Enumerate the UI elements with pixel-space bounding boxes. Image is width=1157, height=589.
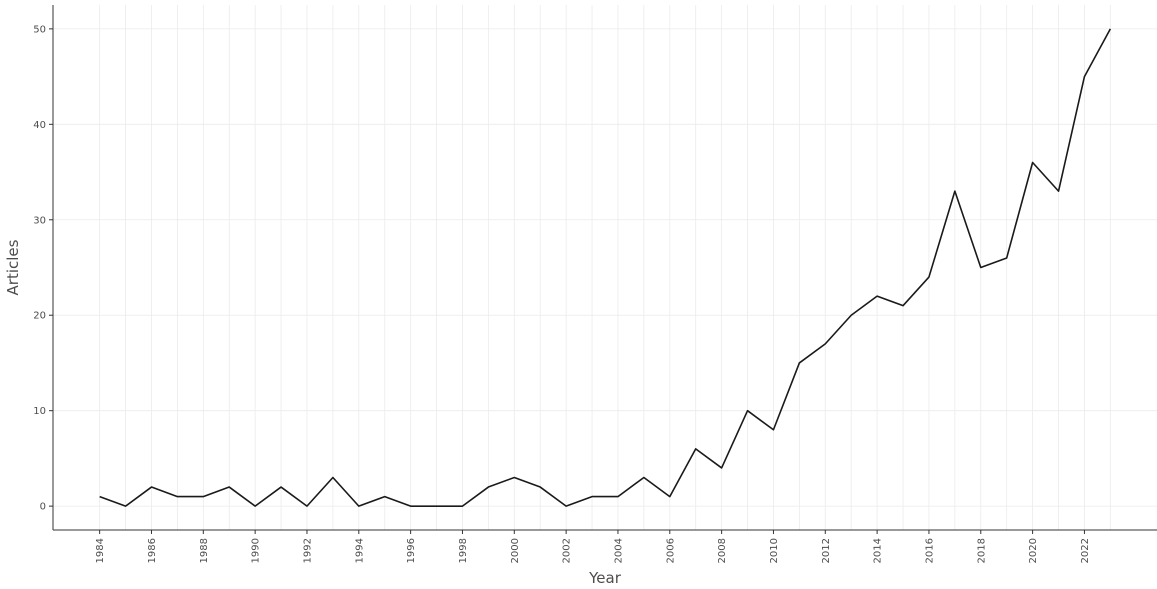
x-axis-ticks: 1984 1986 1988 1990 1992 1994 1996 1998 2000 2002… xyxy=(95,530,1091,563)
x-tick-label: 2018 xyxy=(976,538,987,563)
y-tick-label: 50 xyxy=(33,24,46,35)
series-group xyxy=(99,28,1112,507)
y-axis-title: Articles xyxy=(4,239,22,295)
x-tick-label: 2008 xyxy=(717,538,728,563)
x-axis-title: Year xyxy=(588,569,622,587)
x-tick-label: 2002 xyxy=(562,538,573,563)
x-tick-label: 2004 xyxy=(613,538,624,563)
x-tick-label: 1996 xyxy=(406,538,417,563)
x-tick-label: 1998 xyxy=(458,538,469,563)
x-tick-label: 2010 xyxy=(769,538,780,563)
y-tick-label: 10 xyxy=(33,406,46,417)
x-tick-label: 1988 xyxy=(199,538,210,563)
x-tick-label: 2016 xyxy=(924,538,935,563)
y-tick-label: 0 xyxy=(40,502,46,513)
x-tick-label: 2012 xyxy=(821,538,832,563)
y-tick-label: 20 xyxy=(33,311,46,322)
x-tick-label: 2000 xyxy=(510,538,521,563)
y-tick-label: 30 xyxy=(33,215,46,226)
y-axis-ticks: 0 10 20 30 40 50 xyxy=(33,24,53,513)
x-tick-label: 2020 xyxy=(1028,538,1039,563)
x-tick-label: 2006 xyxy=(665,538,676,563)
x-tick-label: 1986 xyxy=(147,538,158,563)
y-tick-label: 40 xyxy=(33,120,46,131)
x-tick-label: 1994 xyxy=(354,538,365,563)
axes xyxy=(52,5,1157,531)
series-line xyxy=(99,28,1112,507)
x-tick-label: 1984 xyxy=(95,538,106,563)
x-tick-label: 2022 xyxy=(1080,538,1091,563)
x-tick-label: 1992 xyxy=(302,538,313,563)
grid xyxy=(53,5,1157,530)
x-tick-label: 2014 xyxy=(873,538,884,563)
x-tick-label: 1990 xyxy=(251,538,262,563)
